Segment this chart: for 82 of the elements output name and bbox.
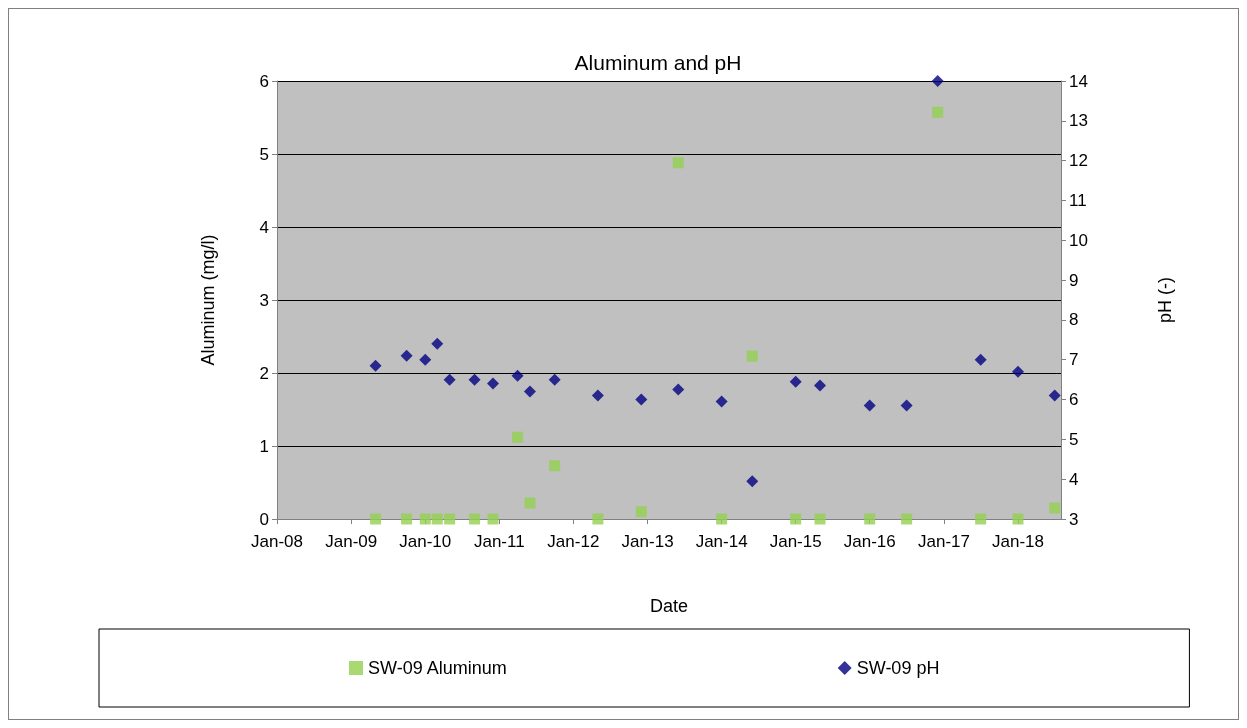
point: [746, 475, 759, 488]
x-tick-label: Jan-13: [621, 532, 674, 551]
point: [1048, 389, 1061, 402]
y2-tick-label: 9: [1069, 270, 1079, 290]
point: [716, 513, 728, 525]
point: [443, 373, 456, 386]
y-tick-label: 6: [259, 71, 269, 91]
y-tick-label: 4: [259, 217, 269, 237]
x-tick-label: Jan-15: [769, 532, 822, 551]
y-tick-label: 2: [259, 363, 269, 383]
point: [419, 353, 432, 366]
y-tick-label: 3: [259, 290, 269, 310]
point: [672, 383, 685, 396]
point: [431, 337, 444, 350]
point: [789, 375, 802, 388]
x-tick-label: Jan-09: [325, 532, 378, 551]
point: [400, 349, 413, 362]
point: [523, 385, 536, 398]
point: [635, 393, 648, 406]
legend-label: SW-09 Aluminum: [368, 658, 507, 678]
y2-tick-label: 12: [1069, 151, 1088, 171]
point: [431, 513, 443, 525]
y-tick-label: 5: [259, 144, 269, 164]
y2-tick-label: 3: [1069, 509, 1079, 529]
y2-tick-label: 10: [1069, 230, 1088, 250]
point: [864, 513, 876, 525]
y2-tick-label: 5: [1069, 429, 1079, 449]
y2-tick-label: 6: [1069, 390, 1079, 410]
point: [863, 399, 876, 412]
point: [1049, 502, 1061, 514]
point: [419, 513, 431, 525]
point: [370, 513, 382, 525]
point: [548, 373, 561, 386]
point: [900, 399, 913, 412]
y2-tick-label: 11: [1069, 190, 1087, 210]
x-tick-label: Jan-17: [917, 532, 970, 551]
y2-tick-label: 7: [1069, 350, 1079, 370]
y-tick-label: 0: [259, 509, 269, 529]
point: [444, 513, 456, 525]
point: [592, 513, 604, 525]
y2-axis-title: pH (-): [1155, 277, 1175, 323]
x-tick-label: Jan-16: [843, 532, 896, 551]
point: [369, 359, 382, 372]
point: [901, 513, 913, 525]
point: [932, 106, 944, 118]
x-tick-label: Jan-10: [399, 532, 452, 551]
point: [468, 373, 481, 386]
point: [591, 389, 604, 402]
point: [401, 513, 413, 525]
point: [512, 431, 524, 443]
point: [549, 460, 561, 472]
y2-tick-label: 14: [1069, 71, 1088, 91]
point: [715, 395, 728, 408]
x-tick-label: Jan-11: [473, 532, 525, 551]
point: [1012, 513, 1024, 525]
y2-tick-label: 13: [1069, 111, 1088, 131]
x-tick-label: Jan-08: [251, 532, 303, 551]
x-tick-label: Jan-14: [695, 532, 748, 551]
point: [511, 369, 524, 382]
point: [790, 513, 802, 525]
x-tick-label: Jan-18: [992, 532, 1044, 551]
point: [469, 513, 481, 525]
point: [974, 353, 987, 366]
point: [487, 513, 499, 525]
point: [524, 497, 536, 509]
point: [487, 377, 500, 390]
legend-label: SW-09 pH: [856, 658, 940, 678]
point: [1012, 365, 1024, 378]
point: [635, 506, 647, 518]
point: [975, 513, 987, 525]
x-tick-label: Jan-12: [547, 532, 600, 551]
y-tick-label: 1: [259, 436, 269, 456]
point: [672, 157, 684, 169]
point: [814, 379, 827, 392]
y2-tick-label: 8: [1069, 310, 1079, 330]
y2-tick-label: 4: [1069, 469, 1079, 489]
point: [931, 75, 944, 87]
chart-title: Aluminum and pH: [574, 51, 742, 74]
x-axis-title: Date: [649, 596, 689, 616]
point: [814, 513, 826, 525]
y-axis-title: Aluminum (mg/l): [198, 234, 218, 366]
point: [746, 350, 758, 362]
